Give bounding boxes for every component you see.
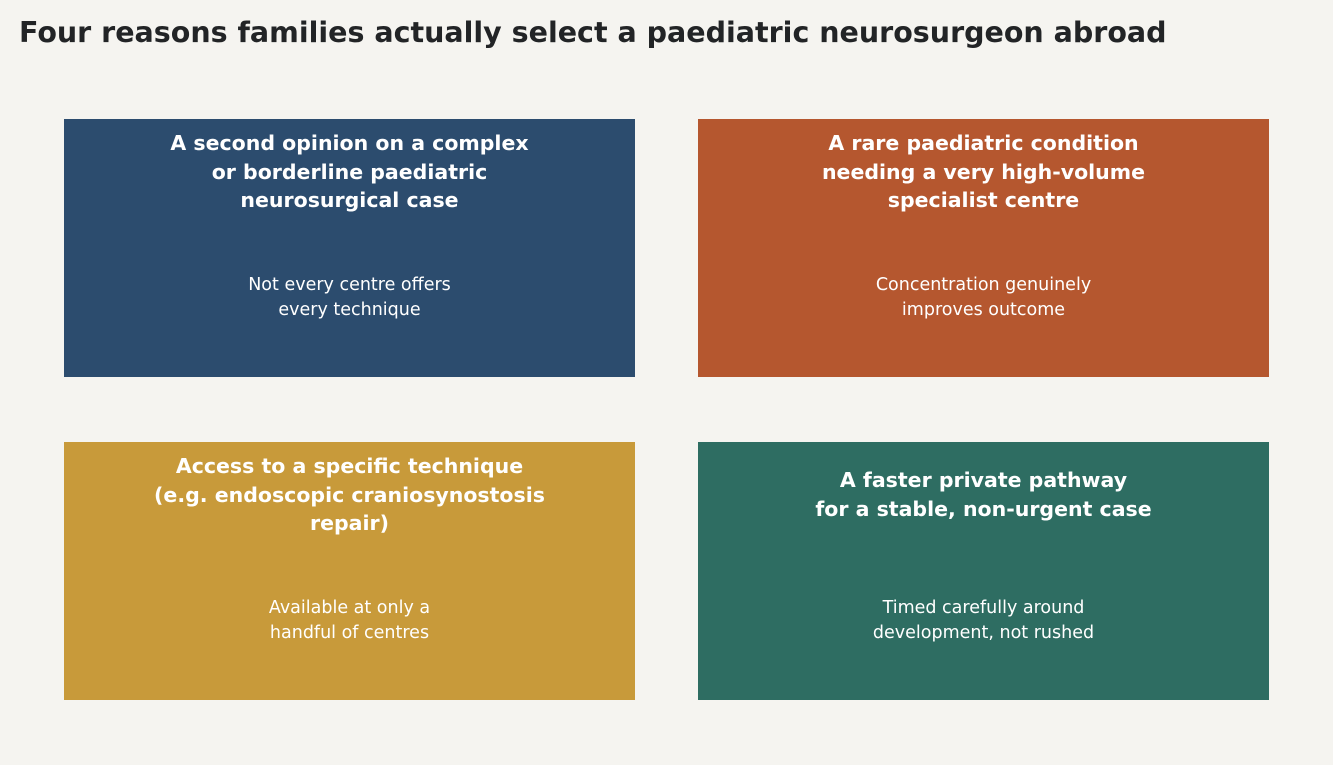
card-subtext: Timed carefully around development, not …	[872, 598, 1095, 643]
reason-card-faster-pathway: A faster private pathway for a stable, n…	[698, 442, 1269, 700]
card-heading: Access to a specific technique (e.g. end…	[154, 454, 545, 535]
reason-card-rare-condition: A rare paediatric condition needing a ve…	[698, 119, 1269, 377]
card-subtext: Available at only a handful of centres	[268, 598, 431, 643]
card-subtext: Concentration genuinely improves outcome	[875, 275, 1092, 320]
card-heading: A rare paediatric condition needing a ve…	[821, 131, 1146, 212]
page-title: Four reasons families actually select a …	[19, 16, 1167, 49]
card-heading: A second opinion on a complex or borderl…	[170, 131, 529, 212]
card-subtext: Not every centre offers every technique	[248, 275, 451, 320]
card-heading: A faster private pathway for a stable, n…	[815, 468, 1152, 521]
reason-card-specific-technique: Access to a specific technique (e.g. end…	[64, 442, 635, 700]
reason-card-second-opinion: A second opinion on a complex or borderl…	[64, 119, 635, 377]
